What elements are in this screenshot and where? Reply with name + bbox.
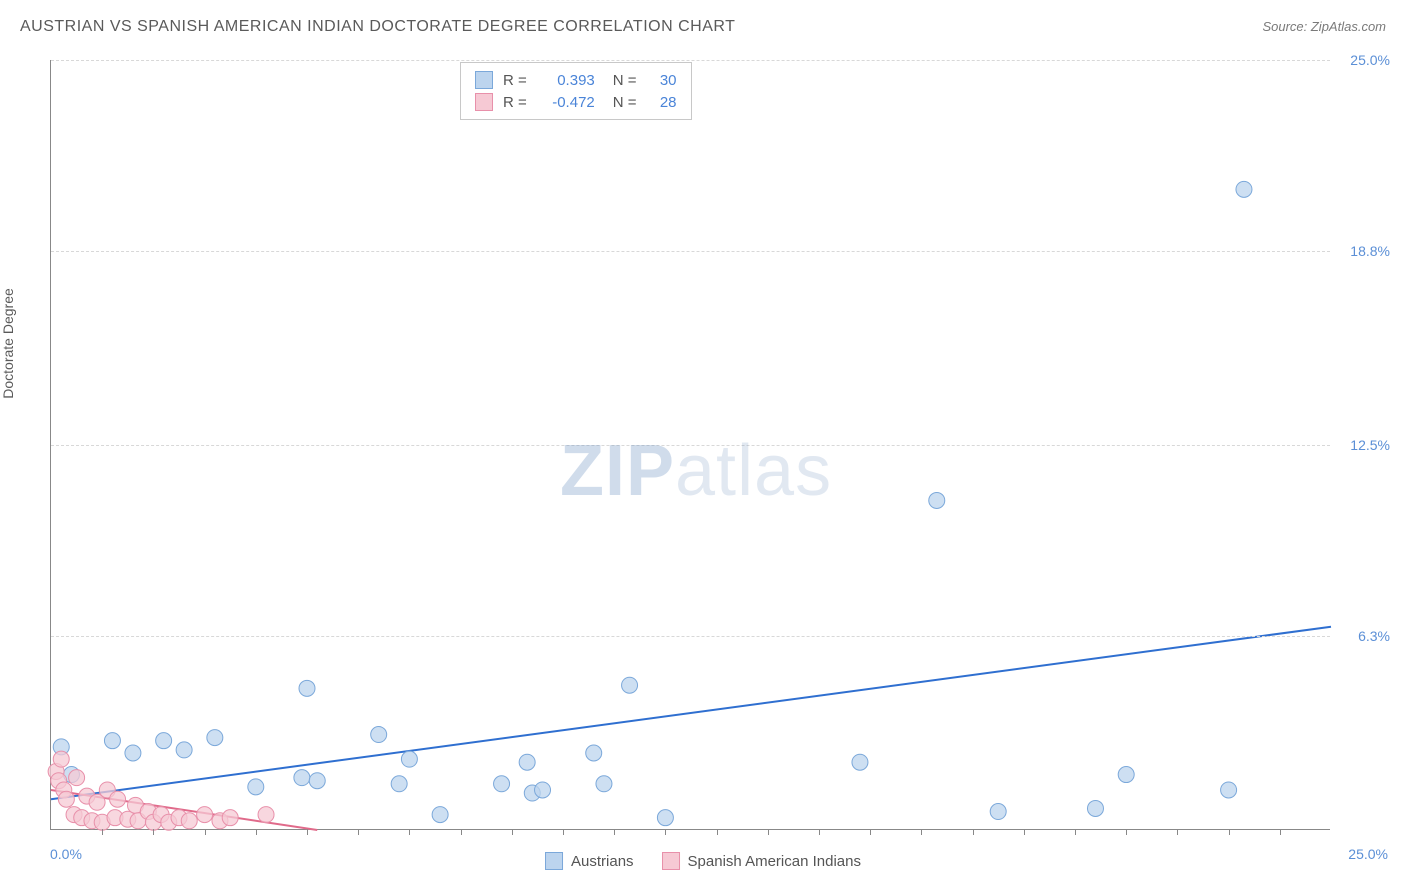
y-axis-label: Doctorate Degree	[0, 288, 16, 399]
x-tick-mark	[358, 829, 359, 835]
x-tick-mark	[563, 829, 564, 835]
legend-label: Austrians	[571, 853, 634, 870]
x-tick-mark	[1177, 829, 1178, 835]
data-point	[494, 776, 510, 792]
x-tick-mark	[1280, 829, 1281, 835]
x-tick-mark	[205, 829, 206, 835]
data-point	[258, 807, 274, 823]
r-label: R =	[503, 72, 527, 89]
x-tick-mark	[512, 829, 513, 835]
x-tick-mark	[153, 829, 154, 835]
data-point	[519, 754, 535, 770]
data-point	[294, 770, 310, 786]
data-point	[197, 807, 213, 823]
n-value: 28	[647, 94, 677, 111]
plot-area: 6.3%12.5%18.8%25.0%	[50, 60, 1330, 830]
x-tick-mark	[1075, 829, 1076, 835]
series-legend: Austrians Spanish American Indians	[545, 852, 861, 870]
data-point	[1221, 782, 1237, 798]
x-tick-mark	[665, 829, 666, 835]
x-tick-mark	[461, 829, 462, 835]
n-label: N =	[613, 94, 637, 111]
data-point	[248, 779, 264, 795]
legend-swatch	[475, 71, 493, 89]
r-value: 0.393	[537, 72, 595, 89]
data-point	[586, 745, 602, 761]
x-tick-mark	[819, 829, 820, 835]
gridline	[51, 251, 1330, 252]
x-tick-mark	[768, 829, 769, 835]
x-tick-mark	[870, 829, 871, 835]
gridline	[51, 445, 1330, 446]
x-tick-mark	[1229, 829, 1230, 835]
data-point	[104, 733, 120, 749]
data-point	[1236, 181, 1252, 197]
legend-swatch	[545, 852, 563, 870]
x-tick-mark	[1126, 829, 1127, 835]
data-point	[929, 492, 945, 508]
data-point	[156, 733, 172, 749]
data-point	[176, 742, 192, 758]
x-tick-mark	[409, 829, 410, 835]
legend-item: Spanish American Indians	[662, 852, 861, 870]
x-tick-mark	[307, 829, 308, 835]
x-axis-min: 0.0%	[50, 846, 82, 862]
data-point	[299, 680, 315, 696]
data-point	[622, 677, 638, 693]
x-tick-mark	[614, 829, 615, 835]
data-point	[432, 807, 448, 823]
x-tick-mark	[973, 829, 974, 835]
legend-item: Austrians	[545, 852, 634, 870]
r-label: R =	[503, 94, 527, 111]
trend-line	[51, 627, 1331, 799]
x-axis-max: 25.0%	[1348, 846, 1388, 862]
data-point	[181, 813, 197, 829]
gridline	[51, 60, 1330, 61]
legend-swatch	[475, 93, 493, 111]
stats-row: R = 0.393 N = 30	[475, 69, 677, 91]
legend-swatch	[662, 852, 680, 870]
chart-source: Source: ZipAtlas.com	[1262, 19, 1386, 34]
stats-legend: R = 0.393 N = 30 R = -0.472 N = 28	[460, 62, 692, 120]
data-point	[53, 751, 69, 767]
data-point	[309, 773, 325, 789]
x-tick-mark	[256, 829, 257, 835]
data-point	[657, 810, 673, 826]
chart-header: AUSTRIAN VS SPANISH AMERICAN INDIAN DOCT…	[20, 18, 1386, 36]
data-point	[58, 791, 74, 807]
data-point	[852, 754, 868, 770]
data-point	[125, 745, 141, 761]
y-tick-label: 6.3%	[1335, 628, 1390, 644]
data-point	[401, 751, 417, 767]
x-tick-mark	[102, 829, 103, 835]
r-value: -0.472	[537, 94, 595, 111]
data-point	[1118, 767, 1134, 783]
data-point	[110, 791, 126, 807]
y-tick-label: 12.5%	[1335, 437, 1390, 453]
gridline	[51, 636, 1330, 637]
x-tick-mark	[1024, 829, 1025, 835]
data-point	[596, 776, 612, 792]
x-tick-mark	[921, 829, 922, 835]
n-label: N =	[613, 72, 637, 89]
data-point	[207, 730, 223, 746]
legend-label: Spanish American Indians	[688, 853, 861, 870]
data-point	[990, 804, 1006, 820]
x-tick-mark	[717, 829, 718, 835]
y-tick-label: 25.0%	[1335, 52, 1390, 68]
data-point	[69, 770, 85, 786]
n-value: 30	[647, 72, 677, 89]
chart-title: AUSTRIAN VS SPANISH AMERICAN INDIAN DOCT…	[20, 18, 735, 36]
stats-row: R = -0.472 N = 28	[475, 91, 677, 113]
data-point	[371, 727, 387, 743]
data-point	[535, 782, 551, 798]
data-point	[1087, 800, 1103, 816]
data-point	[222, 810, 238, 826]
data-point	[391, 776, 407, 792]
y-tick-label: 18.8%	[1335, 243, 1390, 259]
